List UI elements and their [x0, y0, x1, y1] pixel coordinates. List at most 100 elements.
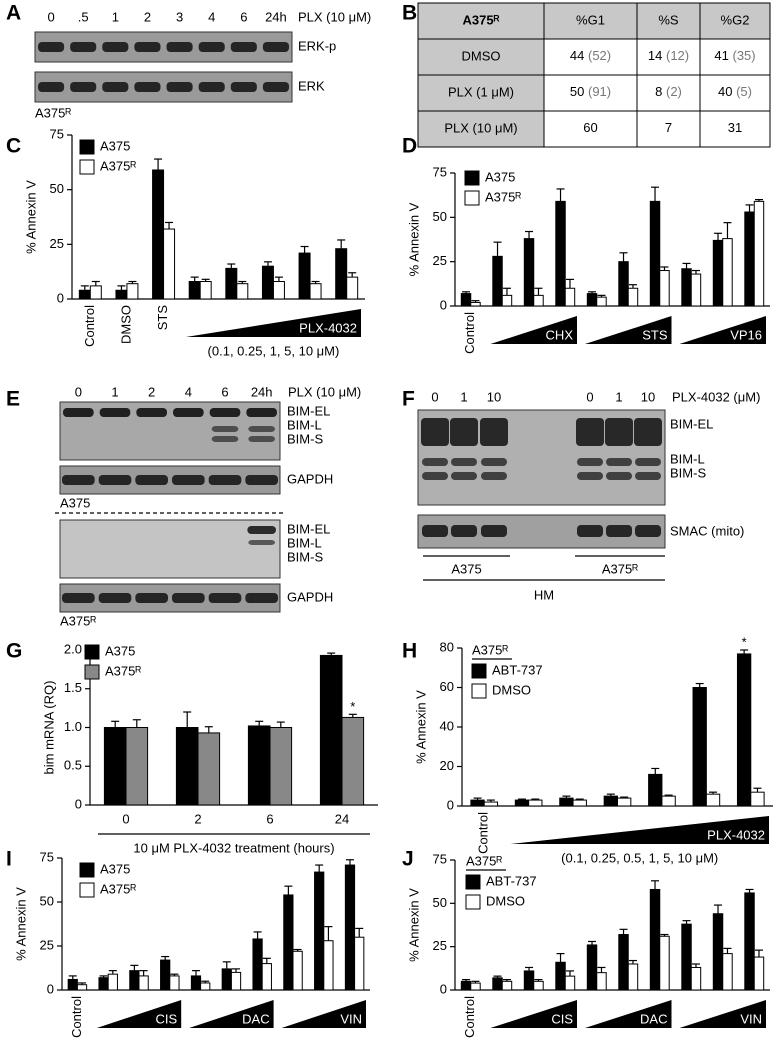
y-tick-label: 0	[440, 981, 447, 996]
error-bar	[227, 263, 236, 269]
blot-band	[98, 593, 132, 603]
bar	[659, 270, 670, 307]
blot-band	[634, 418, 662, 446]
bar	[501, 980, 513, 991]
bar	[712, 239, 724, 307]
legend-label: A375ᴿ	[100, 158, 136, 173]
bar	[460, 980, 472, 991]
error-bar	[723, 947, 732, 954]
error-bar	[191, 970, 200, 976]
bar	[555, 961, 566, 991]
y-tick-label: 0.5	[64, 758, 82, 773]
blot	[59, 465, 281, 495]
cell-part: (12)	[666, 48, 689, 63]
blot-band	[451, 472, 477, 480]
legend-label: DMSO	[486, 893, 525, 908]
legend-swatch	[84, 644, 100, 660]
bar	[736, 653, 752, 807]
error-bar	[99, 975, 108, 978]
bar	[225, 267, 238, 300]
blot-band	[62, 475, 95, 485]
bar	[618, 934, 629, 991]
blot-band	[38, 42, 65, 52]
lane-label: 4	[208, 9, 215, 24]
blot-band	[245, 593, 278, 603]
significance: *	[350, 699, 355, 714]
band-label: BIM-L	[287, 417, 322, 432]
table-cell	[699, 110, 771, 148]
bar	[596, 972, 607, 991]
legend-label: A375ᴿ	[105, 663, 141, 678]
blot-band	[422, 458, 448, 466]
panel-letter: J	[402, 848, 414, 871]
table-cell-text: 14 (12)	[648, 48, 689, 63]
bar	[354, 936, 365, 991]
error-bar	[68, 975, 77, 980]
table-cell-text: 60	[583, 120, 597, 135]
y-tick-label: 50	[50, 181, 64, 196]
blot-band	[635, 525, 661, 537]
x-axis-label: 10 μM PLX-4032 treatment (hours)	[133, 840, 334, 855]
error-bar	[355, 927, 364, 938]
error-bar	[324, 926, 333, 941]
blot-band	[172, 475, 205, 485]
error-bar	[253, 931, 262, 939]
panel-letter: H	[402, 640, 417, 663]
bar	[692, 687, 707, 807]
error-bar	[753, 787, 762, 793]
x-tick-label: Control	[476, 812, 491, 854]
error-bar	[754, 199, 763, 202]
blot-band	[606, 458, 632, 466]
legend-label: ABT-737	[492, 662, 543, 677]
blot-band	[135, 475, 168, 485]
error-bar	[255, 720, 264, 726]
legend-swatch	[84, 664, 100, 680]
y-tick-label: 0	[75, 796, 82, 811]
blot-band	[606, 472, 632, 480]
error-bar	[628, 959, 637, 964]
legend-swatch	[79, 159, 95, 175]
error-bar	[471, 980, 480, 984]
blot-band	[605, 418, 633, 446]
y-tick-label: 0	[47, 981, 54, 996]
error-bar	[348, 713, 357, 718]
y-tick-label: 50	[433, 895, 447, 910]
legend-label: A375	[105, 643, 135, 658]
bar	[618, 261, 629, 307]
blot-band	[166, 42, 193, 52]
bar	[197, 732, 221, 806]
panel-letter: A	[6, 2, 21, 25]
band-label: ERK-p	[298, 38, 336, 53]
error-bar	[311, 280, 320, 284]
error-bar	[754, 949, 763, 958]
lane-label: 3	[176, 9, 183, 24]
bar	[272, 281, 285, 300]
bar	[555, 200, 566, 307]
cell-part: 40	[718, 84, 732, 99]
wedge	[185, 309, 361, 337]
bar	[163, 228, 176, 300]
bar	[533, 980, 544, 991]
bar	[199, 281, 212, 300]
error-bar	[161, 955, 170, 961]
bar	[470, 301, 481, 307]
error-bar	[117, 285, 126, 291]
bar	[129, 970, 140, 991]
bar	[559, 797, 574, 807]
fraction-label: HM	[534, 587, 554, 602]
bar	[753, 200, 765, 307]
y-tick-label: 25	[40, 937, 54, 952]
wedge-label: VIN	[340, 1011, 362, 1026]
legend-label: DMSO	[492, 682, 531, 697]
panel-letter: F	[402, 388, 415, 411]
error-bar	[588, 940, 597, 945]
error-bar	[534, 978, 543, 982]
bar	[169, 975, 180, 991]
wedge	[490, 316, 577, 344]
legend-swatch	[471, 663, 487, 679]
bar	[190, 975, 202, 991]
error-bar	[471, 300, 480, 303]
table-cell-text: 41 (35)	[714, 48, 755, 63]
bar	[572, 799, 587, 807]
wedge-label: DAC	[242, 1011, 269, 1026]
